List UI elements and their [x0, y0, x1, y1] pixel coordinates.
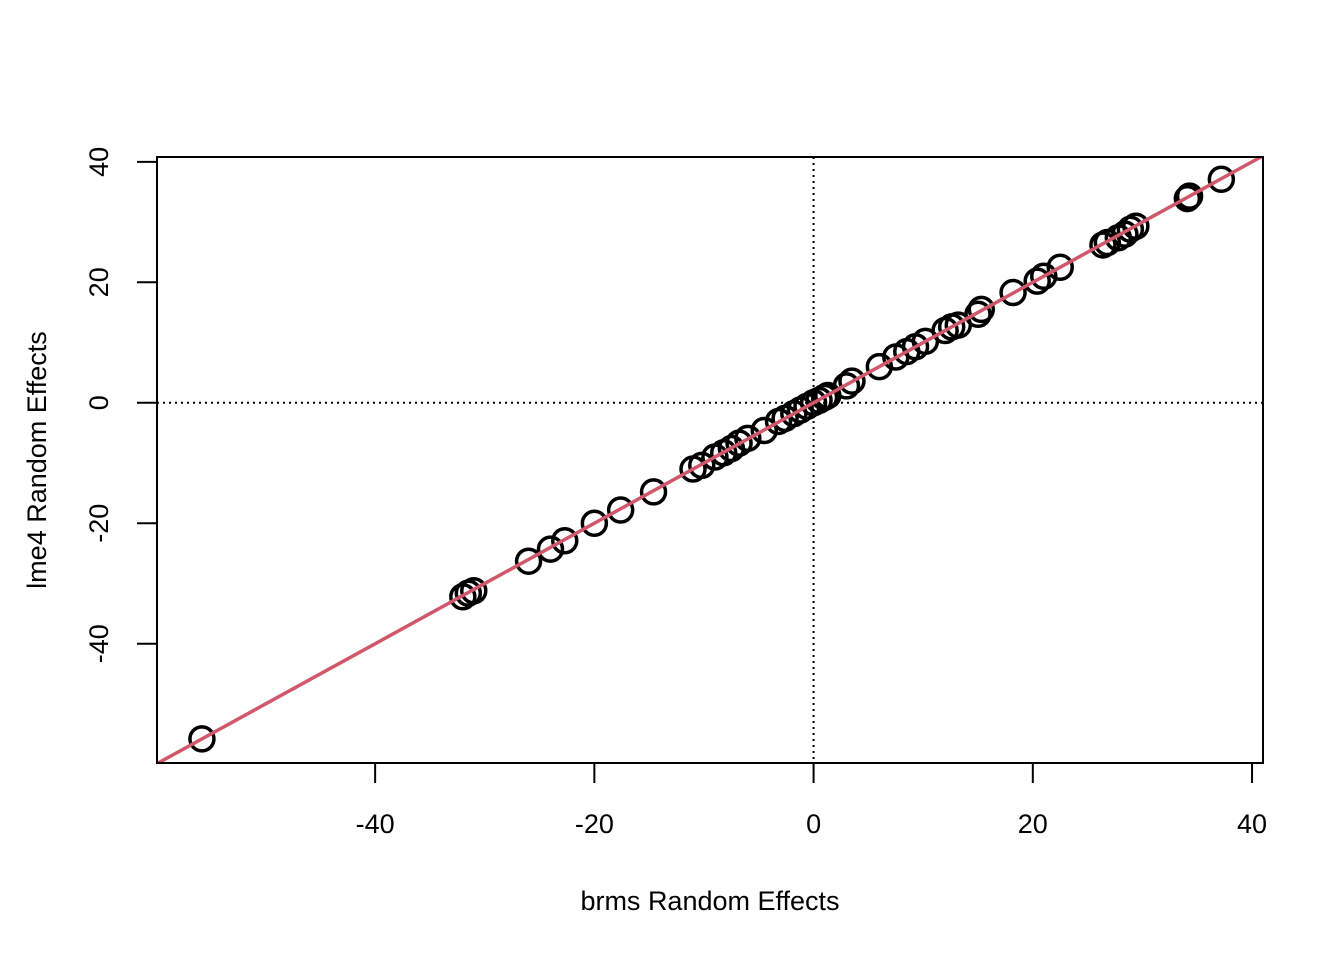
- data-point: [964, 300, 992, 328]
- y-tick-label: -40: [84, 624, 114, 663]
- data-point: [606, 496, 635, 524]
- data-point: [999, 278, 1027, 307]
- x-axis: -40 -20 0 20 40: [356, 762, 1267, 839]
- data-point: [832, 372, 861, 400]
- data-point: [188, 725, 216, 753]
- data-point: [1175, 182, 1204, 210]
- y-tick-label: 0: [84, 395, 114, 410]
- identity-line-group: [157, 157, 1263, 763]
- data-point: [734, 424, 762, 453]
- data-point: [639, 478, 668, 506]
- data-point: [536, 535, 565, 563]
- data-point: [514, 547, 543, 575]
- x-tick-label: 20: [1018, 809, 1048, 839]
- x-axis-label: brms Random Effects: [580, 886, 839, 916]
- data-point: [580, 509, 609, 538]
- data-point: [750, 416, 779, 445]
- y-axis-label: lme4 Random Effects: [22, 331, 52, 589]
- y-tick-label: 40: [84, 147, 114, 177]
- data-point: [838, 367, 866, 395]
- data-point: [1207, 165, 1236, 194]
- x-tick-label: -40: [356, 809, 395, 839]
- data-point: [1173, 184, 1202, 213]
- x-tick-label: 0: [806, 809, 821, 839]
- y-tick-label: -20: [84, 504, 114, 543]
- y-axis: -40 -20 0 20 40: [84, 147, 158, 663]
- data-points: [188, 165, 1236, 753]
- y-tick-label: 20: [84, 267, 114, 297]
- data-point: [1122, 212, 1150, 241]
- data-point: [1030, 262, 1058, 291]
- data-point: [967, 295, 996, 324]
- identity-line: [157, 157, 1263, 763]
- reference-lines: [157, 157, 1263, 763]
- x-tick-label: 40: [1237, 809, 1267, 839]
- data-point: [460, 576, 488, 605]
- x-tick-label: -20: [575, 809, 614, 839]
- data-point: [551, 526, 579, 555]
- data-point: [1046, 253, 1074, 281]
- data-point: [1023, 267, 1051, 295]
